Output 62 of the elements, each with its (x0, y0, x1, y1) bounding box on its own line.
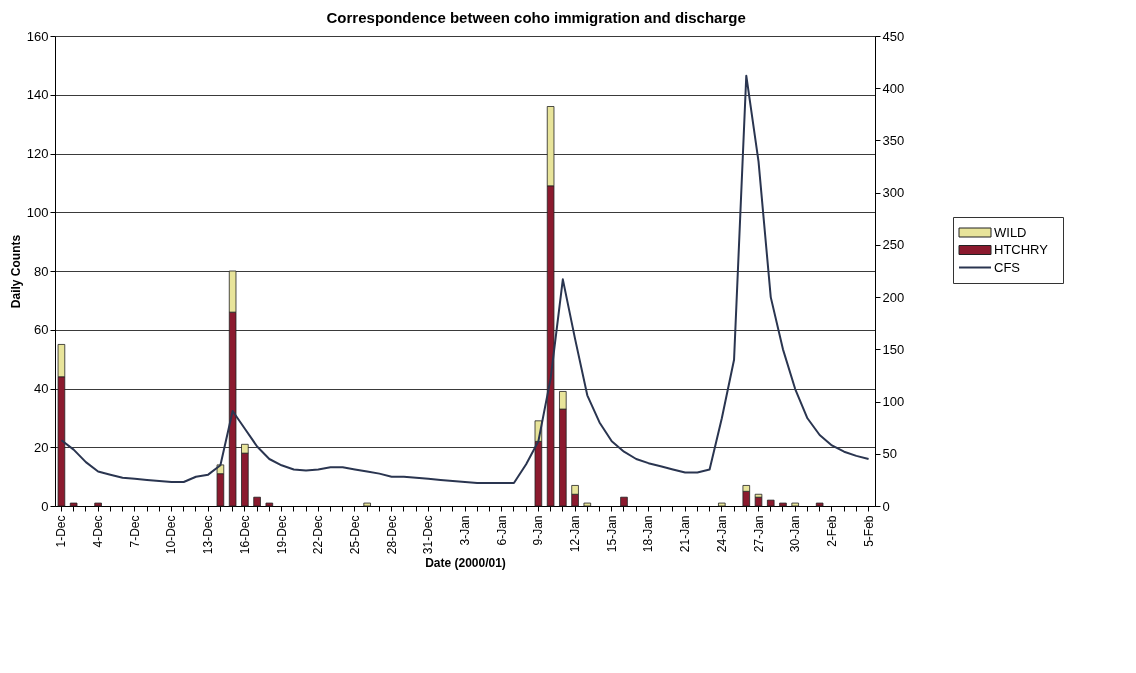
bar (583, 502, 592, 507)
y-tick-label: 140 (26, 87, 49, 103)
y-tick-label: 40 (34, 381, 49, 396)
legend-label: WILD (994, 224, 1027, 240)
x-tick-label: 2-Feb (824, 515, 839, 547)
x-tick-label: 12-Jan (568, 515, 583, 553)
bar (94, 502, 102, 507)
y2-tick-label: 400 (882, 80, 905, 96)
bar (363, 502, 371, 507)
bar (718, 502, 726, 507)
x-tick-label: 28-Dec (384, 515, 399, 555)
y2-tick-label: 250 (882, 237, 905, 253)
x-tick-label: 13-Dec (201, 515, 216, 555)
x-tick-label: 27-Jan (751, 515, 766, 553)
bar (69, 502, 78, 507)
x-tick-label: 10-Dec (164, 515, 179, 555)
y-axis-title: Daily Counts (8, 234, 23, 309)
x-tick-label: 4-Dec (91, 515, 106, 548)
bar (779, 502, 787, 507)
y-tick-label: 120 (26, 146, 49, 161)
x-tick-label: 6-Jan (494, 515, 509, 546)
bar (754, 496, 763, 507)
bar (620, 496, 628, 507)
legend-label: CFS (994, 259, 1021, 275)
x-tick-label: 9-Jan (531, 515, 546, 546)
x-tick-label: 21-Jan (678, 515, 693, 553)
x-tick-label: 19-Dec (274, 515, 289, 555)
bar (253, 496, 261, 507)
y2-tick-label: 200 (882, 289, 905, 305)
x-axis-title: Date (2000/01) (425, 556, 506, 571)
bar (265, 502, 274, 507)
x-tick-label: 15-Jan (604, 515, 619, 553)
x-tick-label: 30-Jan (788, 515, 803, 553)
x-tick-label: 25-Dec (347, 515, 362, 555)
y-tick-label: 100 (26, 204, 49, 220)
x-tick-label: 7-Dec (127, 515, 142, 548)
y-tick-label: 80 (34, 263, 49, 279)
y2-tick-label: 150 (882, 341, 905, 357)
x-tick-label: 24-Jan (714, 515, 729, 553)
x-tick-label: 18-Jan (641, 515, 656, 553)
y-tick-label: 160 (26, 28, 49, 44)
x-tick-label: 16-Dec (237, 515, 252, 555)
y-tick-label: 60 (34, 322, 49, 338)
chart-title: Correspondence between coho immigration and discharge (326, 8, 746, 26)
x-tick-label: 1-Dec (54, 515, 69, 548)
bar (815, 502, 824, 507)
y-tick-label: 20 (34, 439, 49, 455)
x-tick-label: 5-Feb (861, 515, 876, 547)
y2-tick-label: 50 (882, 446, 897, 462)
y2-tick-label: 100 (882, 394, 905, 410)
y2-tick-label: 450 (882, 28, 905, 44)
x-tick-label: 3-Jan (458, 515, 472, 546)
x-tick-label: 31-Dec (421, 515, 436, 555)
y2-tick-label: 350 (882, 132, 905, 148)
y2-tick-label: 0 (882, 498, 890, 514)
line-series (60, 74, 870, 485)
y-tick-label: 0 (41, 498, 49, 514)
y2-tick-label: 300 (882, 185, 905, 201)
bar (791, 502, 799, 507)
legend-label: HTCHRY (994, 242, 1049, 257)
bar (766, 499, 775, 507)
x-tick-label: 22-Dec (311, 515, 326, 555)
